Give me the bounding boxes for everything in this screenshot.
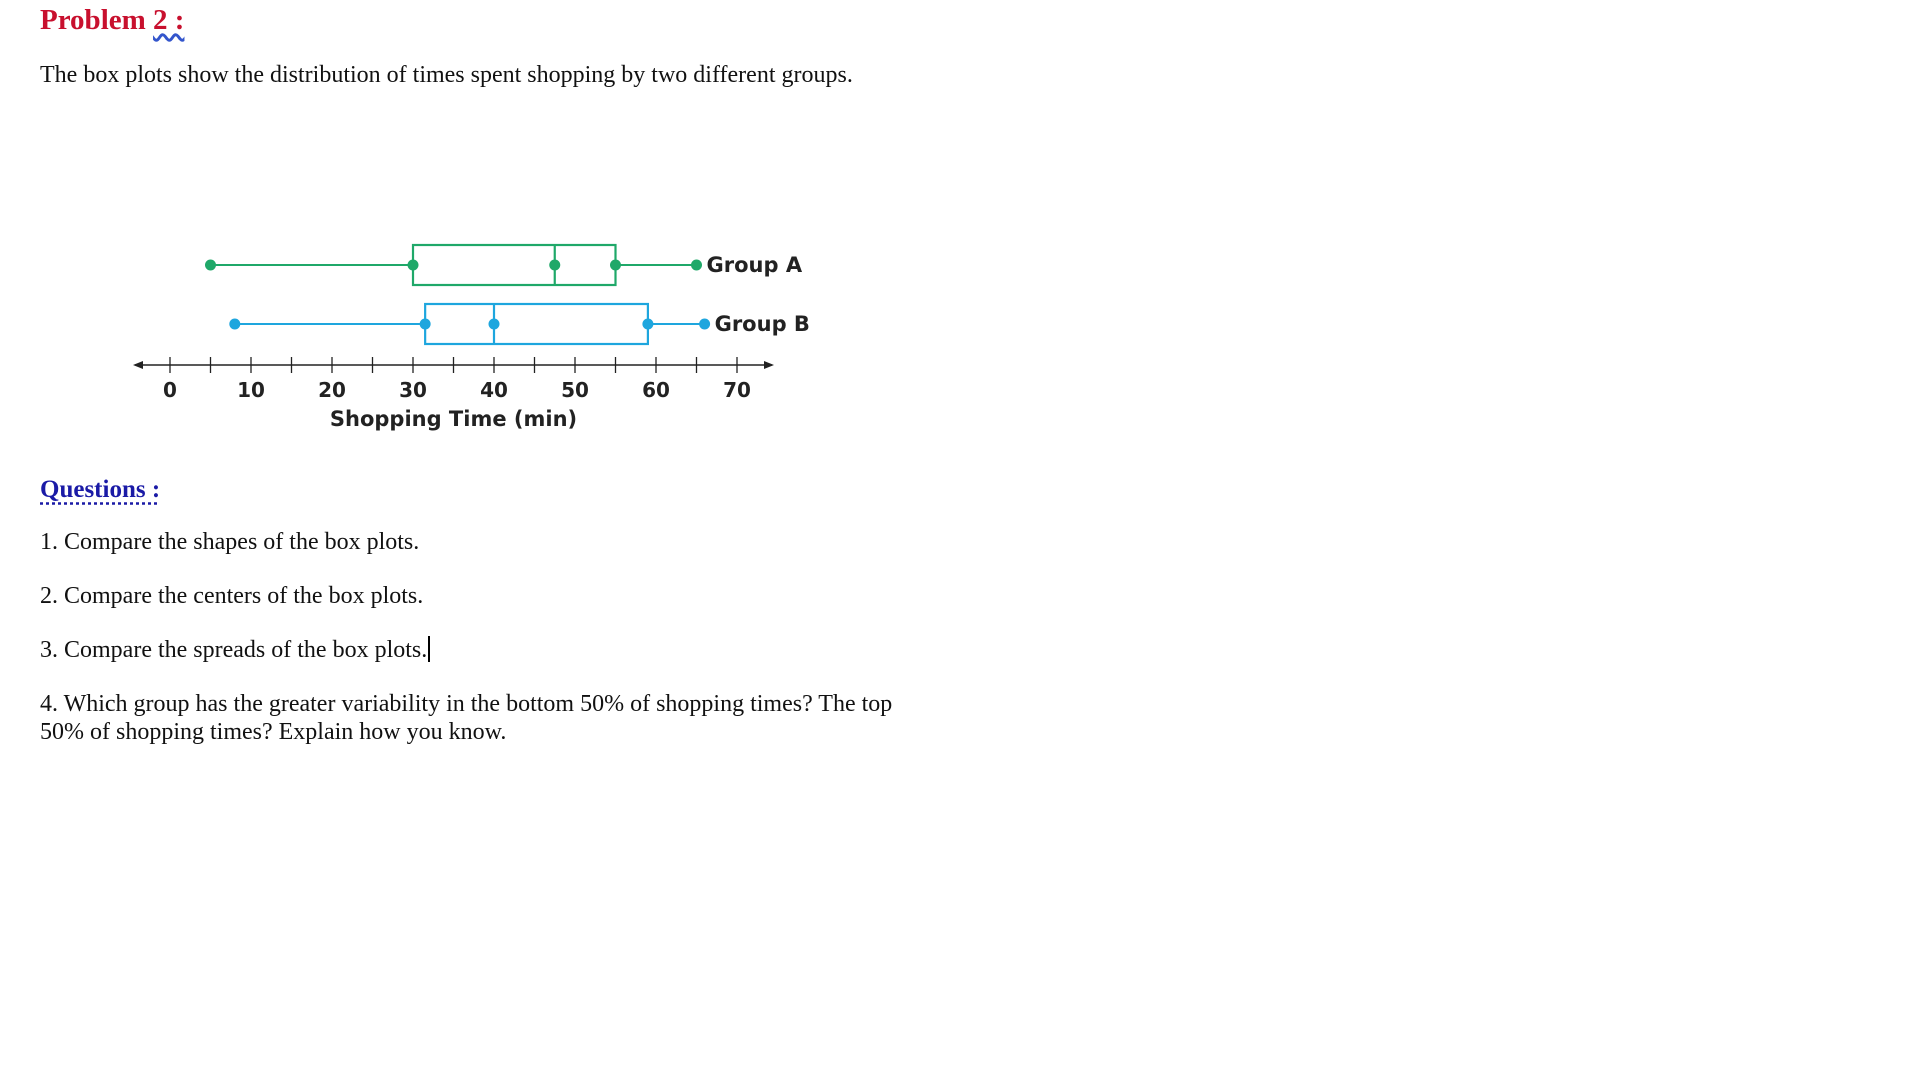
question-3-text: 3. Compare the spreads of the box plots.	[40, 637, 428, 663]
text-cursor	[428, 636, 431, 662]
q1-point	[407, 259, 419, 271]
axis-layer: 0 10 20 30 40 50 60 70 Shopping Time (min)	[133, 357, 774, 431]
max-point	[691, 259, 702, 271]
axis-arrow-right-icon	[764, 361, 774, 369]
axis-tick-label: 70	[723, 378, 751, 402]
axis-tick-label: 60	[642, 378, 670, 402]
median-point	[488, 318, 500, 330]
question-3: 3. Compare the spreads of the box plots.	[40, 636, 431, 664]
question-2: 2. Compare the centers of the box plots.	[40, 583, 424, 609]
series-layer: Group A Group B	[205, 243, 810, 346]
question-1: 1. Compare the shapes of the box plots.	[40, 529, 420, 555]
interquartile-box	[424, 302, 649, 346]
series-label: Group A	[707, 253, 803, 277]
axis-tick-label: 40	[480, 378, 508, 402]
axis-tick-label: 0	[163, 378, 177, 402]
problem-title: Problem 2 :	[40, 4, 184, 37]
problem-number: 2 :	[153, 4, 185, 36]
axis-label: Shopping Time (min)	[330, 407, 577, 431]
axis-tick-label: 30	[399, 378, 427, 402]
max-point	[699, 318, 711, 330]
q1-point	[419, 318, 431, 330]
min-point	[229, 318, 241, 330]
min-point	[205, 259, 216, 271]
box-plot-group-b: Group B	[229, 302, 810, 346]
axis-arrow-left-icon	[133, 361, 143, 369]
question-4: 4. Which group has the greater variabili…	[40, 691, 893, 745]
box-plot-group-a: Group A	[205, 243, 803, 287]
series-label: Group B	[715, 312, 810, 336]
box-plot-chart: Group A Group B 0 10 20 30 40 50 60 70 Shopping T…	[40, 220, 860, 450]
intro-text: The box plots show the distribution of t…	[40, 62, 853, 88]
axis-tick-label: 10	[237, 378, 265, 402]
q3-point	[642, 318, 654, 330]
median-point	[549, 259, 561, 271]
axis-tick-label: 50	[561, 378, 589, 402]
axis-tick-label: 20	[318, 378, 346, 402]
questions-heading: Questions :	[40, 476, 161, 503]
problem-label: Problem	[40, 4, 146, 36]
box-plot-svg: Group A Group B 0 10 20 30 40 50 60 70 Shopping T…	[133, 243, 810, 431]
interquartile-box	[411, 243, 617, 287]
q3-point	[610, 259, 621, 271]
